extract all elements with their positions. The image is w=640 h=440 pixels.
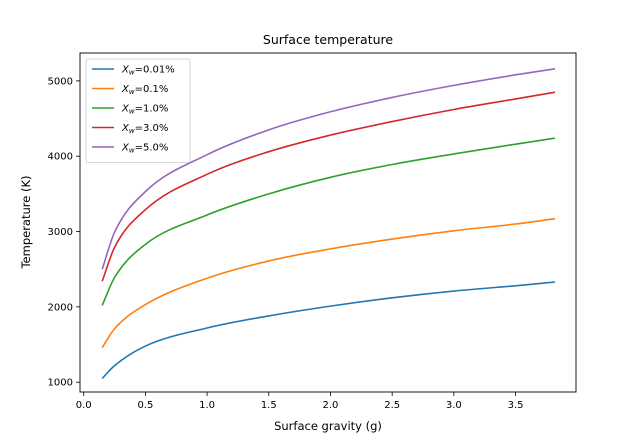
y-tick-label: 3000	[48, 227, 73, 238]
x-tick-label: 2.0	[323, 400, 339, 411]
y-axis-ticks: 1000 2000 3000 4000 5000	[48, 76, 80, 389]
series-line-4	[101, 68, 556, 270]
legend: Xw=0.01% Xw=0.1% Xw=1.0% Xw=3.0% Xw=5.0%	[85, 58, 191, 163]
x-tick-label: 3.5	[508, 400, 524, 411]
series-layer	[101, 68, 556, 379]
y-tick-label: 4000	[48, 152, 73, 163]
y-tick-label: 1000	[48, 378, 73, 389]
x-tick-label: 2.5	[384, 400, 400, 411]
legend-entry-label: Xw=1.0%	[121, 104, 168, 116]
y-tick-label: 5000	[48, 76, 73, 87]
legend-box	[85, 58, 191, 163]
x-tick-label: 0.0	[76, 400, 92, 411]
x-tick-label: 0.5	[137, 400, 153, 411]
legend-entry-label: Xw=0.01%	[121, 65, 175, 77]
series-line-1	[101, 217, 556, 348]
plot-area-frame	[79, 52, 577, 393]
legend-entry-label: Xw=0.1%	[121, 84, 168, 96]
legend-entry-label: Xw=3.0%	[121, 123, 168, 135]
x-axis-ticks: 0.0 0.5 1.0 1.5 2.0 2.5 3.0 3.5	[76, 392, 524, 411]
x-tick-label: 1.0	[199, 400, 215, 411]
y-tick-label: 2000	[48, 302, 73, 313]
y-axis-label: Temperature (K)	[19, 175, 33, 269]
legend-entry-label: Xw=5.0%	[121, 143, 168, 155]
x-tick-label: 1.5	[261, 400, 277, 411]
chart-title: Surface temperature	[263, 32, 393, 47]
x-tick-label: 3.0	[446, 400, 462, 411]
x-axis-label: Surface gravity (g)	[274, 419, 382, 433]
series-line-0	[101, 281, 556, 379]
series-line-2	[101, 137, 556, 306]
series-line-3	[101, 91, 556, 282]
